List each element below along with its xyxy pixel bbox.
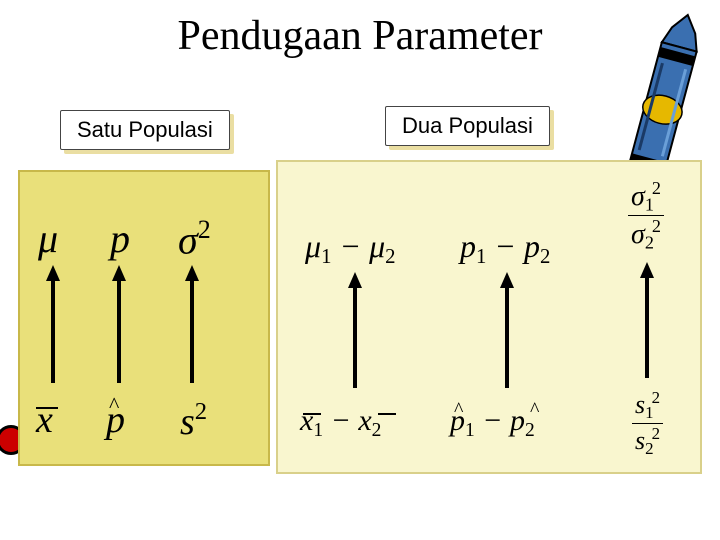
label-two-population: Dua Populasi (385, 106, 550, 146)
label-two-text: Dua Populasi (402, 113, 533, 138)
sym-p1p2: p1 − p2 (460, 228, 550, 269)
sym-phat: p (106, 398, 125, 442)
slide: Pendugaan Parameter Satu Populasi Dua Po… (0, 0, 720, 540)
arrow-p (110, 265, 128, 385)
arrow-mu (44, 265, 62, 385)
sym-x1x2: x1 − x2 (300, 404, 381, 442)
sym-sigmafrac: σ12 σ22 (628, 178, 664, 254)
sym-mu: μ (38, 215, 58, 262)
arrow-mu12 (346, 272, 364, 390)
sym-sfrac: s12 s22 (632, 388, 663, 459)
arrow-p12 (498, 272, 516, 390)
sym-sigma2: σ2 (178, 215, 211, 264)
sym-mu1mu2: μ1 − μ2 (305, 228, 396, 269)
sym-ph1ph2: p1 − p2 (450, 404, 535, 442)
sym-p: p (110, 215, 130, 262)
sym-s2: s2 (180, 398, 207, 444)
arrow-sigma (183, 265, 201, 385)
label-one-population: Satu Populasi (60, 110, 230, 150)
label-one-text: Satu Populasi (77, 117, 213, 142)
sym-xbar: x (36, 398, 53, 442)
arrow-sigmafrac (638, 262, 656, 380)
